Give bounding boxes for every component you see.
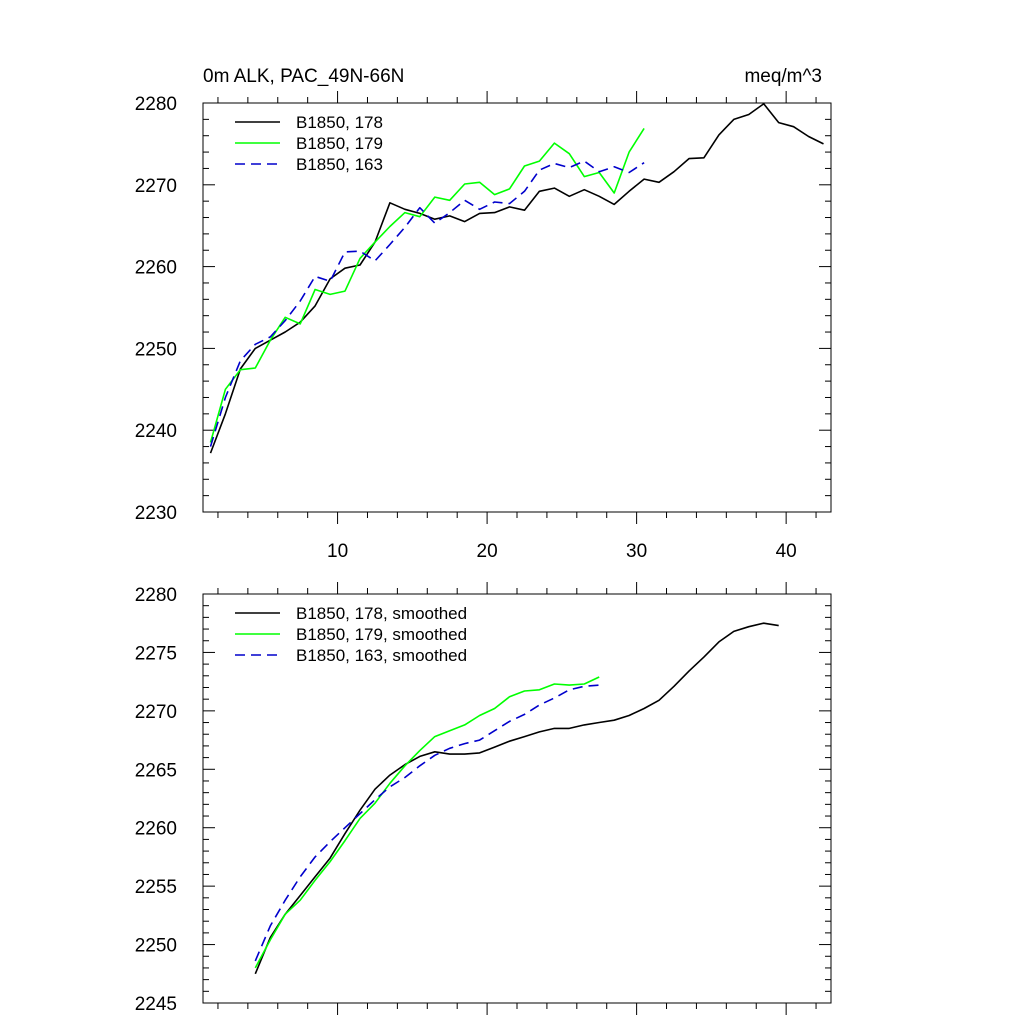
top-y-tick-label: 2270 bbox=[135, 176, 177, 197]
bottom-chart-series bbox=[254, 622, 779, 975]
top-y-tick-label: 2230 bbox=[135, 503, 177, 524]
bottom-y-tick-label: 2280 bbox=[135, 585, 177, 606]
top-chart-title: 0m ALK, PAC_49N-66N bbox=[203, 66, 404, 87]
top-series-line-1 bbox=[209, 103, 824, 454]
top-y-tick-label: 2240 bbox=[135, 421, 177, 442]
top-chart-frame bbox=[202, 102, 832, 513]
bottom-chart-ticks bbox=[203, 582, 831, 1015]
bottom-series-line-3 bbox=[254, 684, 600, 962]
bottom-series-line-1 bbox=[254, 622, 779, 975]
bottom-legend-label-2: B1850, 179, smoothed bbox=[296, 625, 467, 644]
top-x-tick-label: 30 bbox=[626, 541, 647, 562]
top-series-line-3 bbox=[209, 160, 645, 447]
bottom-chart-frame bbox=[202, 593, 832, 1004]
bottom-y-tick-label: 2270 bbox=[135, 702, 177, 723]
top-chart-series bbox=[209, 103, 824, 454]
top-y-tick-label: 2280 bbox=[135, 94, 177, 115]
top-y-tick-label: 2250 bbox=[135, 339, 177, 360]
top-chart-panel: 0m ALK, PAC_49N-66N meq/m^3 2230 2240 2250… bbox=[135, 66, 832, 562]
top-x-tick-label: 20 bbox=[477, 541, 498, 562]
top-legend-label-2: B1850, 179 bbox=[296, 134, 383, 153]
bottom-legend-label-3: B1850, 163, smoothed bbox=[296, 646, 467, 665]
bottom-series-line-2 bbox=[254, 676, 600, 969]
bottom-chart-legend: B1850, 178, smoothed B1850, 179, smoothed… bbox=[235, 604, 467, 665]
top-series-line-2 bbox=[209, 127, 645, 443]
top-chart-x-tick-labels: 10 20 30 40 bbox=[327, 541, 797, 562]
top-chart-legend: B1850, 178 B1850, 179 B1850, 163 bbox=[235, 113, 383, 174]
top-legend-label-1: B1850, 178 bbox=[296, 113, 383, 132]
top-chart-units: meq/m^3 bbox=[744, 66, 822, 87]
bottom-y-tick-label: 2275 bbox=[135, 643, 177, 664]
top-y-tick-label: 2260 bbox=[135, 258, 177, 279]
bottom-y-tick-label: 2245 bbox=[135, 994, 177, 1015]
bottom-chart-panel: 2245 2250 2255 2260 2265 2270 2275 2280 B1850, … bbox=[135, 582, 832, 1015]
top-legend-label-3: B1850, 163 bbox=[296, 155, 383, 174]
bottom-chart-y-tick-labels: 2245 2250 2255 2260 2265 2270 2275 2280 bbox=[135, 585, 177, 1015]
bottom-legend-label-1: B1850, 178, smoothed bbox=[296, 604, 467, 623]
bottom-y-tick-label: 2265 bbox=[135, 760, 177, 781]
top-x-tick-label: 40 bbox=[776, 541, 797, 562]
top-x-tick-label: 10 bbox=[327, 541, 348, 562]
bottom-y-tick-label: 2255 bbox=[135, 877, 177, 898]
top-chart-y-tick-labels: 2230 2240 2250 2260 2270 2280 bbox=[135, 94, 177, 524]
bottom-y-tick-label: 2260 bbox=[135, 819, 177, 840]
bottom-y-tick-label: 2250 bbox=[135, 936, 177, 957]
